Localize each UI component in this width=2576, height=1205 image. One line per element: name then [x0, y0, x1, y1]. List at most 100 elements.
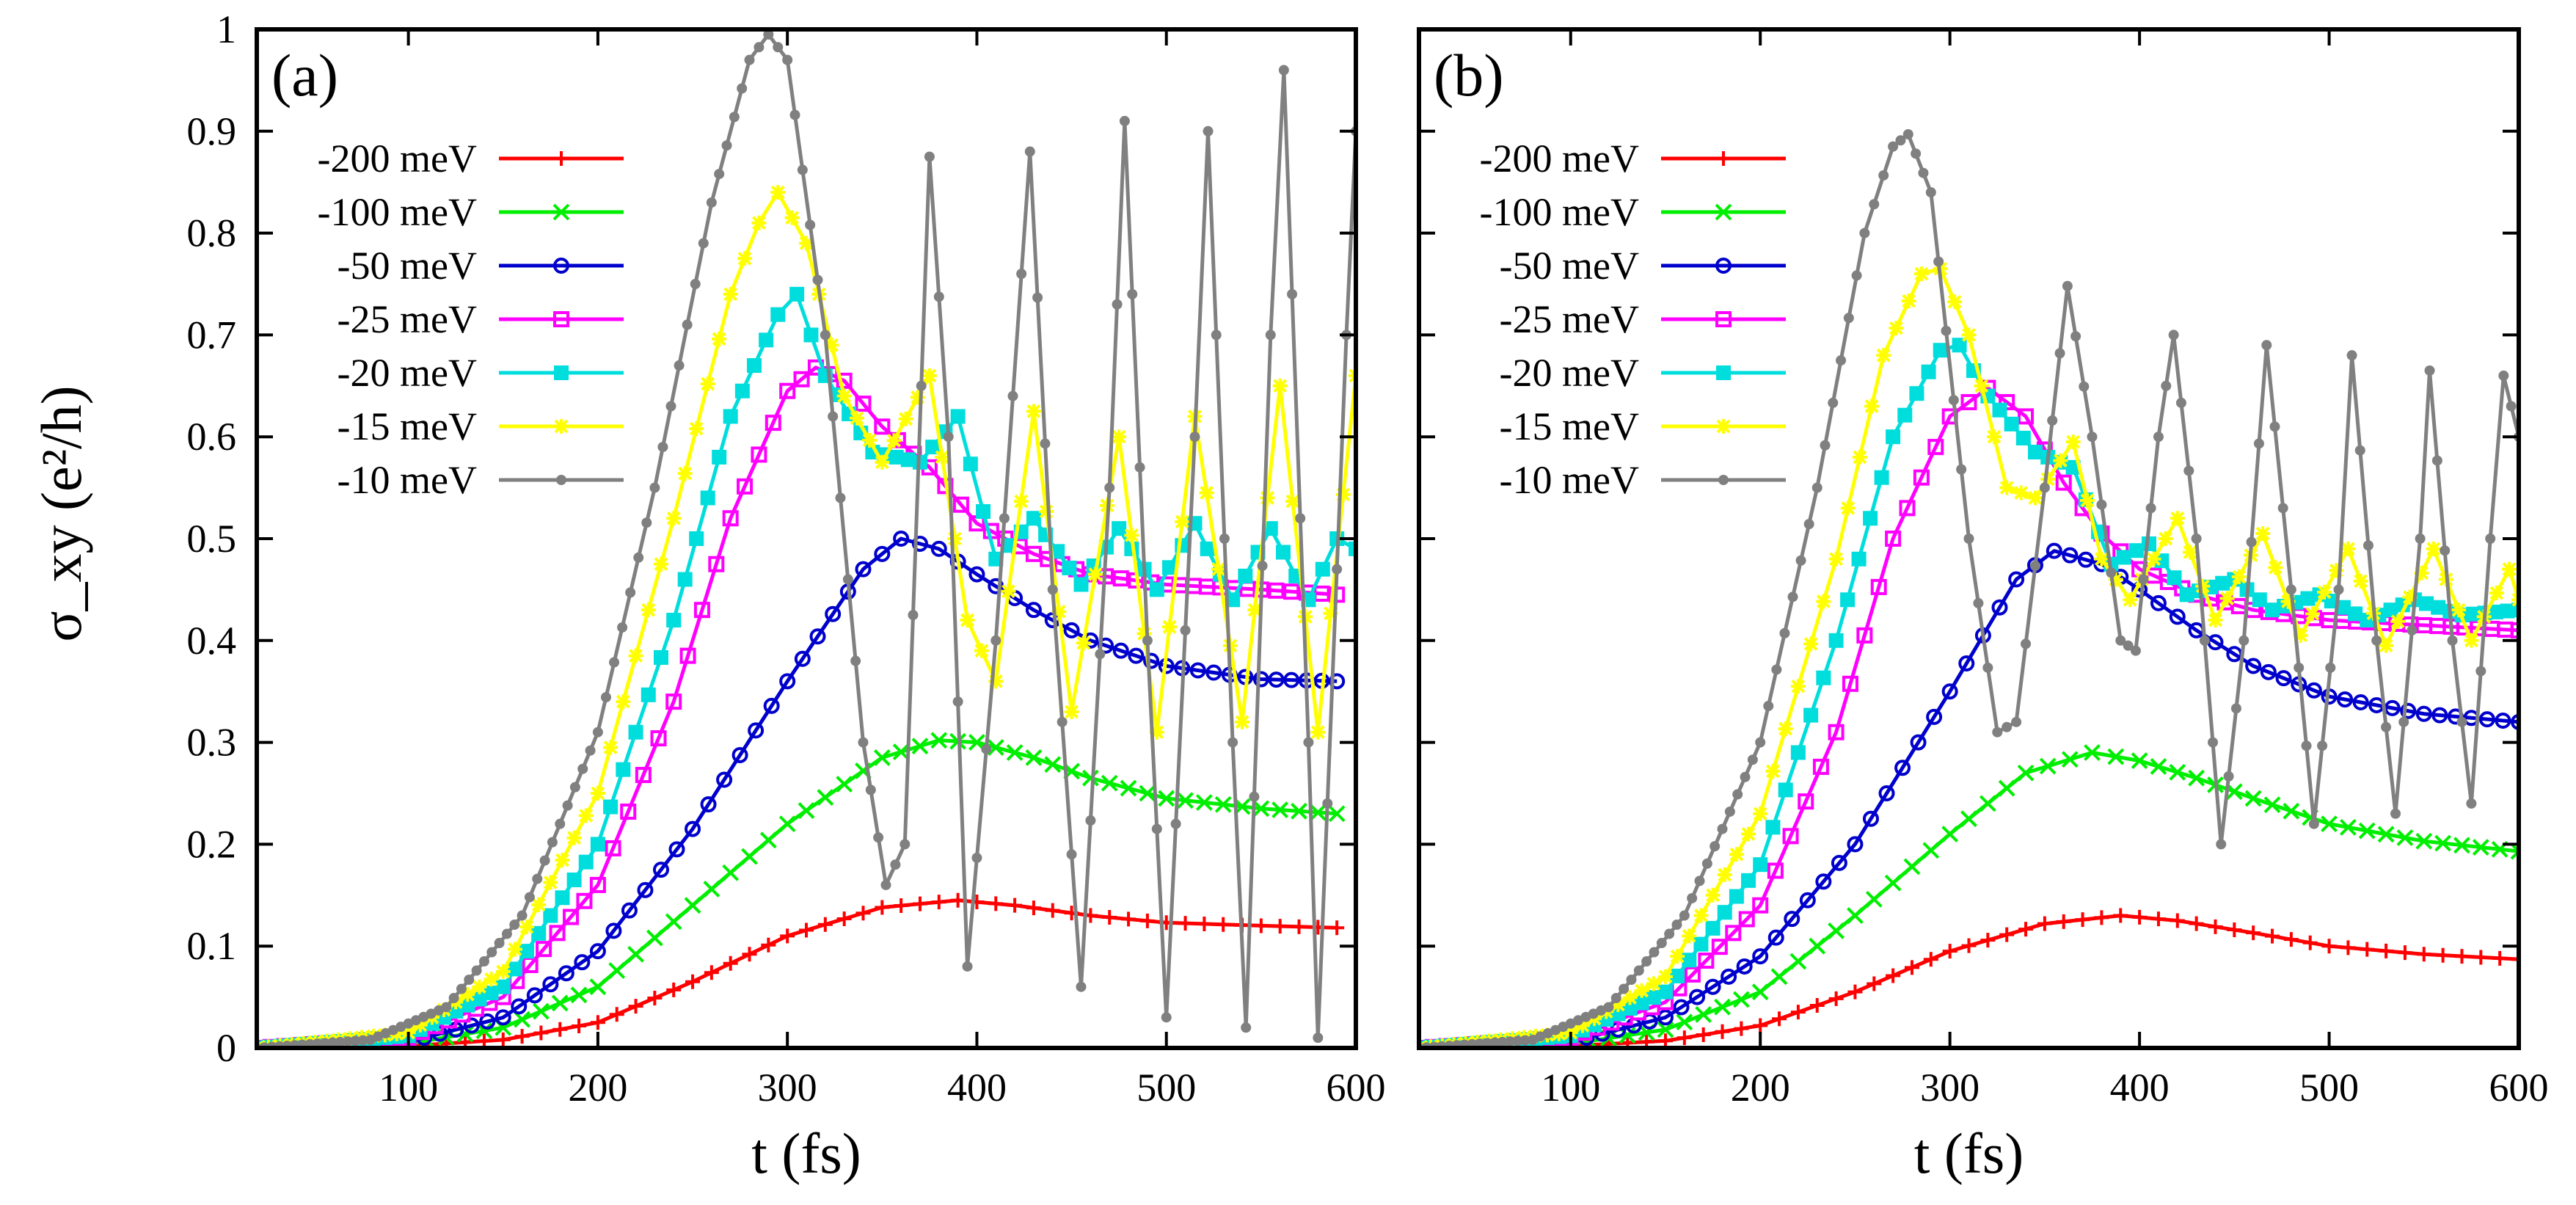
data-point	[1610, 992, 1621, 1003]
data-point	[494, 938, 505, 949]
data-point	[2047, 415, 2058, 426]
data-point	[628, 724, 643, 740]
data-point	[1889, 321, 1904, 336]
data-point	[2195, 578, 2211, 594]
data-point	[988, 896, 1004, 911]
data-point	[1177, 792, 1194, 809]
data-point	[1134, 462, 1145, 473]
data-point	[1505, 1036, 1516, 1047]
data-point	[1960, 394, 1977, 411]
data-point	[1497, 1036, 1508, 1047]
data-point	[1828, 397, 1839, 408]
y-tick-label: 0.9	[187, 109, 237, 153]
data-point	[1961, 327, 1977, 343]
data-point	[2132, 909, 2148, 925]
data-point	[2116, 550, 2131, 565]
data-point	[1329, 673, 1346, 690]
data-point	[974, 643, 989, 658]
data-point	[2498, 370, 2509, 381]
data-point	[2188, 769, 2205, 787]
legend-label: -25 meV	[337, 297, 477, 341]
data-point	[2013, 485, 2029, 500]
data-point	[1162, 560, 1178, 575]
data-point	[784, 210, 800, 225]
data-point	[723, 409, 738, 424]
data-point	[742, 947, 757, 962]
data-point	[495, 964, 511, 979]
data-point	[1143, 652, 1160, 669]
data-point	[1895, 135, 1906, 146]
data-point	[389, 1026, 404, 1041]
data-point	[1960, 810, 1977, 828]
data-point	[350, 1035, 361, 1046]
data-point	[930, 732, 948, 749]
data-point	[1275, 545, 1291, 560]
data-point	[2065, 434, 2081, 450]
data-point	[1095, 649, 1106, 660]
data-point	[1705, 920, 1721, 936]
data-point	[1921, 364, 1936, 379]
data-point	[820, 330, 831, 341]
data-point	[1249, 791, 1260, 802]
data-point	[2199, 635, 2210, 646]
data-point	[555, 890, 570, 906]
data-point	[1687, 892, 1698, 903]
data-point	[1670, 968, 1685, 983]
data-point	[1927, 439, 1944, 456]
data-point	[625, 587, 636, 598]
data-point	[531, 925, 547, 941]
data-point	[898, 411, 913, 426]
data-point	[1252, 671, 1269, 688]
data-point	[526, 987, 543, 1004]
y-tick-label: 0.7	[187, 313, 237, 357]
data-point	[2191, 534, 2202, 544]
series-line	[257, 536, 1338, 1048]
data-point	[1815, 873, 1832, 890]
data-point	[2227, 922, 2242, 937]
data-point	[1693, 936, 1709, 952]
data-point	[1161, 1012, 1172, 1023]
data-point	[1622, 1001, 1638, 1016]
data-point	[1291, 919, 1307, 934]
data-point	[511, 998, 528, 1015]
panel-a: 100 200 300 400 500 600 0 0.1 0.2 0.3 0.4 0.5 0.6 0.7…	[187, 7, 1386, 1185]
data-point	[1104, 482, 1115, 493]
data-point	[2080, 492, 2095, 508]
data-point	[605, 840, 621, 856]
data-point	[2371, 635, 2382, 646]
data-point	[1482, 1038, 1493, 1048]
data-point	[2070, 331, 2081, 342]
data-point	[1283, 671, 1300, 688]
data-point	[2161, 380, 2172, 391]
data-point	[1869, 199, 1880, 210]
data-point	[2431, 455, 2442, 466]
data-point	[1736, 958, 1753, 975]
data-point	[448, 992, 459, 1003]
legend-marker	[553, 311, 569, 327]
legend-marker	[552, 203, 570, 221]
data-point	[1124, 528, 1139, 543]
data-point	[950, 892, 966, 908]
data-point	[1622, 990, 1638, 1005]
data-point	[1897, 407, 1913, 423]
data-point	[1219, 534, 1230, 544]
data-point	[1874, 470, 1889, 485]
data-point	[2113, 908, 2128, 923]
data-point	[1789, 953, 1807, 970]
data-point	[2275, 670, 2292, 687]
data-point	[2300, 591, 2316, 606]
data-point	[2046, 542, 2062, 559]
legend-marker	[553, 258, 569, 274]
data-point	[1765, 763, 1781, 779]
data-point	[657, 442, 668, 453]
data-point	[533, 1025, 549, 1041]
data-point	[1057, 716, 1068, 727]
data-point	[892, 743, 910, 760]
data-point	[855, 906, 871, 921]
data-point	[716, 771, 733, 788]
data-point	[722, 864, 740, 881]
data-point	[2145, 503, 2156, 514]
data-point	[2390, 808, 2401, 819]
data-point	[1772, 1011, 1787, 1027]
data-point	[501, 928, 512, 939]
